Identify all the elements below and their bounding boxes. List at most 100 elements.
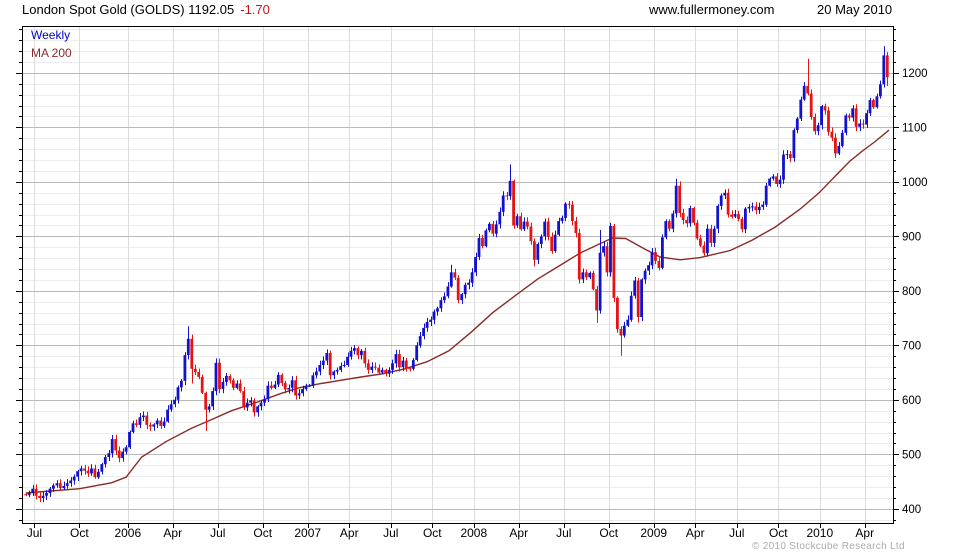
x-axis-label: Oct [599,526,618,540]
x-axis-label: Oct [253,526,272,540]
y-axis-label: 600 [902,395,921,407]
candle-week [242,386,246,411]
candle-week [266,381,270,402]
candle-week [90,464,93,476]
candle-week [650,247,654,270]
source-website: www.fullermoney.com [649,2,775,17]
candle-week [834,133,837,158]
candle-week [619,326,623,356]
candle-week [609,222,612,277]
candle-week [259,399,263,411]
candle-week [872,98,875,110]
candle-week [782,150,785,184]
candle-week [789,150,792,163]
candle-week [768,177,771,187]
candle-week [318,360,322,376]
y-axis-label: 800 [902,286,921,298]
candle-week [218,358,221,394]
candle-week [62,481,66,490]
candle-week [664,219,668,240]
chart-title: London Spot Gold (GOLDS) 1192.05 -1.70 [22,2,270,17]
candle-week [595,285,598,324]
candle-week [245,398,249,411]
x-axis-label: 2008 [460,526,487,540]
candle-week [436,306,439,316]
candle-week [726,188,730,218]
candle-week [103,454,107,468]
candle-week [422,323,425,340]
candle-week [121,448,124,462]
candle-week [706,224,709,257]
candle-week [252,398,256,417]
candle-week [211,387,214,410]
candle-week [176,385,180,404]
candle-week [52,483,55,492]
candle-week [560,215,564,224]
candle-week [505,191,509,201]
candle-week [647,261,650,275]
candle-week [190,334,194,384]
candle-week [827,106,830,136]
candle-week [692,206,695,226]
candle-week [353,345,356,355]
candle-week [865,109,868,129]
candle-week [598,229,602,314]
candle-week [771,174,775,181]
y-axis-label: 700 [902,340,921,352]
candle-week [394,349,398,368]
candle-week [135,419,138,428]
candle-week [315,367,318,379]
candle-week [529,222,533,245]
candle-week [671,210,675,233]
y-axis-label: 500 [902,449,921,461]
candle-week [304,383,308,391]
candle-week [543,218,547,241]
candle-week [657,256,661,271]
candle-week [809,89,813,120]
candle-week [290,376,294,393]
candle-week [602,241,605,257]
candle-week [785,150,789,159]
candle-week [283,380,287,394]
candle-week [138,412,142,429]
candle-week [761,201,765,210]
weekly-candles [24,46,889,503]
candle-week [460,292,464,304]
y-axis-labels: 400 500 600 700 800 900 1000 1100 1200 [902,68,928,516]
instrument-and-price: London Spot Gold (GOLDS) 1192.05 [22,2,235,17]
candle-week [747,204,751,213]
candle-week [844,113,848,136]
candle-week [616,296,619,333]
candle-week [591,270,595,291]
candle-week [380,367,384,375]
candle-week [553,230,557,253]
candle-week [467,279,470,290]
candle-week [34,484,38,500]
candle-week [830,127,834,142]
candle-week [723,189,727,200]
candle-week [273,380,277,390]
candle-week [384,368,387,377]
candle-week [494,220,498,238]
candle-week [401,356,405,372]
candle-week [373,362,377,371]
candle-week [626,315,630,327]
candle-week [342,360,346,368]
candle-week [681,208,685,225]
candle-week [360,348,363,360]
candle-week [207,403,211,413]
candle-week [837,142,841,156]
y-axis-label: 1100 [902,122,927,134]
candle-week [719,193,723,210]
candle-week [387,367,391,378]
candle-week [48,487,52,497]
candle-week [114,434,118,455]
x-axis-label: Jul [210,526,225,540]
candle-week [311,372,315,388]
candle-week [41,491,45,503]
x-axis-label: Apr [163,526,182,540]
candle-week [456,275,460,304]
candle-week [453,268,457,280]
candle-week [629,291,633,322]
candle-week [795,116,799,134]
